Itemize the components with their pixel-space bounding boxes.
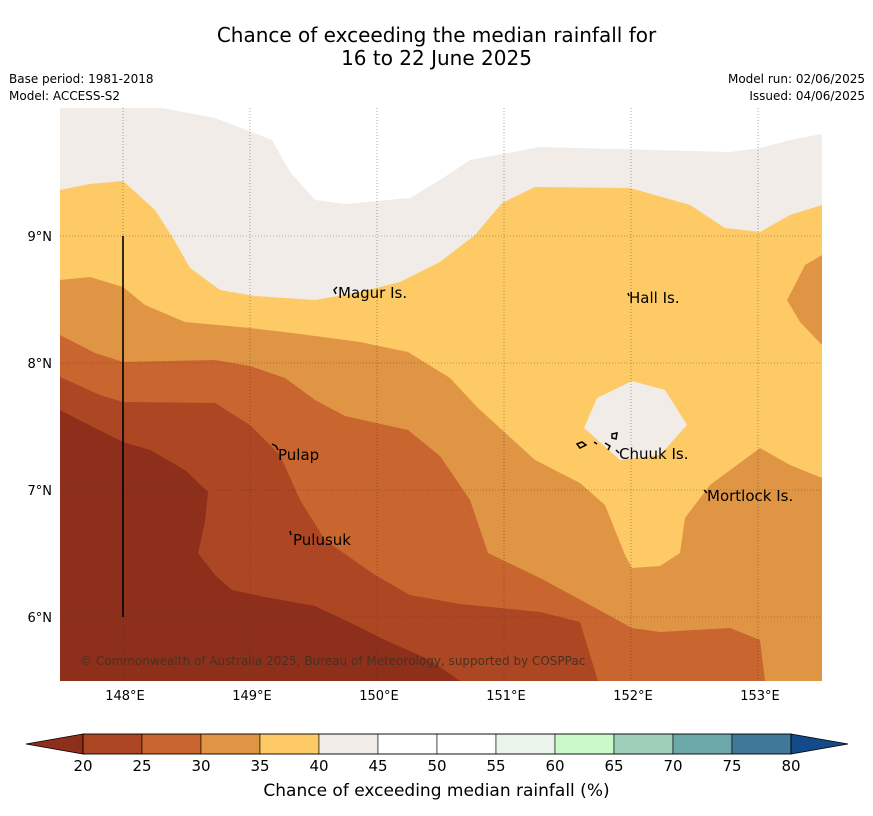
- issued-label: Issued: 04/06/2025: [749, 89, 865, 103]
- colorbar-segment-60-65: [554, 733, 615, 755]
- colorbar-segment-65-70: [613, 733, 674, 755]
- place-label-pulusuk: Pulusuk: [293, 531, 351, 549]
- chart-title-line-2: 16 to 22 June 2025: [341, 46, 532, 70]
- metadata-left: Base period: 1981-2018 Model: ACCESS-S2: [9, 71, 154, 105]
- colorbar-tick-80: 80: [781, 757, 800, 775]
- y-axis-ticks: 9°N 8°N 7°N 6°N: [28, 230, 53, 626]
- x-tick-150: 150°E: [359, 689, 399, 704]
- place-labels: Magur Is. Hall Is. Pulap Chuuk Is. Mortl…: [278, 284, 793, 549]
- chart-title-line-1: Chance of exceeding the median rainfall …: [216, 23, 657, 47]
- y-tick-8n: 8°N: [28, 357, 53, 372]
- colorbar-tick-40: 40: [309, 757, 328, 775]
- x-tick-152: 152°E: [613, 689, 653, 704]
- colorbar-tick-55: 55: [486, 757, 505, 775]
- colorbar-tick-65: 65: [604, 757, 623, 775]
- gridlines: [60, 108, 822, 681]
- colorbar-tick-50: 50: [427, 757, 446, 775]
- colorbar-segment-35-40: [259, 733, 320, 755]
- metadata-right: Model run: 02/06/2025 Issued: 04/06/2025: [728, 71, 865, 105]
- x-tick-149: 149°E: [232, 689, 272, 704]
- colorbar-segment-55-60: [495, 733, 556, 755]
- colorbar-tick-30: 30: [191, 757, 210, 775]
- colorbar-segment-20-25: [82, 733, 143, 755]
- place-label-chuuk: Chuuk Is.: [619, 445, 688, 463]
- colorbar-segment-40-45: [318, 733, 379, 755]
- region-below-20: [60, 410, 460, 681]
- colorbar-segment-45-50: [377, 733, 438, 755]
- place-label-hall: Hall Is.: [629, 289, 680, 307]
- colorbar-tick-60: 60: [545, 757, 564, 775]
- colorbar-segment-70-75: [672, 733, 733, 755]
- colorbar-tick-35: 35: [250, 757, 269, 775]
- x-tick-148: 148°E: [105, 689, 145, 704]
- x-tick-153: 153°E: [740, 689, 780, 704]
- place-label-magur: Magur Is.: [338, 284, 407, 302]
- colorbar-tick-labels: 20 25 30 35 40 45 50 55 60 65 70 75 80: [73, 757, 800, 775]
- colorbar-tick-70: 70: [663, 757, 682, 775]
- colorbar-over-arrow: [790, 733, 849, 755]
- colorbar-tick-20: 20: [73, 757, 92, 775]
- model-label: Model: ACCESS-S2: [9, 89, 121, 103]
- model-run-label: Model run: 02/06/2025: [727, 72, 865, 86]
- region-40-45-chuuk: [584, 381, 687, 460]
- colorbar-title: Chance of exceeding median rainfall (%): [263, 781, 610, 801]
- colorbar-under-arrow: [25, 733, 84, 755]
- map-fill-layers: [60, 108, 822, 681]
- colorbar-tick-45: 45: [368, 757, 387, 775]
- x-tick-151: 151°E: [486, 689, 526, 704]
- island-marks: [271, 286, 708, 536]
- colorbar-segment-30-35: [200, 733, 261, 755]
- colorbar-segment-25-30: [141, 733, 202, 755]
- region-30-35-east: [787, 255, 822, 345]
- y-tick-9n: 9°N: [28, 230, 53, 245]
- colorbar-segment-75-80: [731, 733, 792, 755]
- colorbar-tick-75: 75: [722, 757, 741, 775]
- colorbar-tick-25: 25: [132, 757, 151, 775]
- copyright-text: © Commonwealth of Australia 2025, Bureau…: [80, 654, 585, 668]
- y-tick-7n: 7°N: [28, 484, 53, 499]
- colorbar-segments: [82, 733, 792, 755]
- place-label-mortlock: Mortlock Is.: [707, 487, 793, 505]
- y-tick-6n: 6°N: [28, 611, 53, 626]
- place-label-pulap: Pulap: [278, 446, 319, 464]
- base-period-label: Base period: 1981-2018: [9, 72, 154, 86]
- colorbar-frame: [82, 733, 792, 755]
- colorbar-segment-50-55: [436, 733, 497, 755]
- x-axis-ticks: 148°E 149°E 150°E 151°E 152°E 153°E: [105, 689, 780, 704]
